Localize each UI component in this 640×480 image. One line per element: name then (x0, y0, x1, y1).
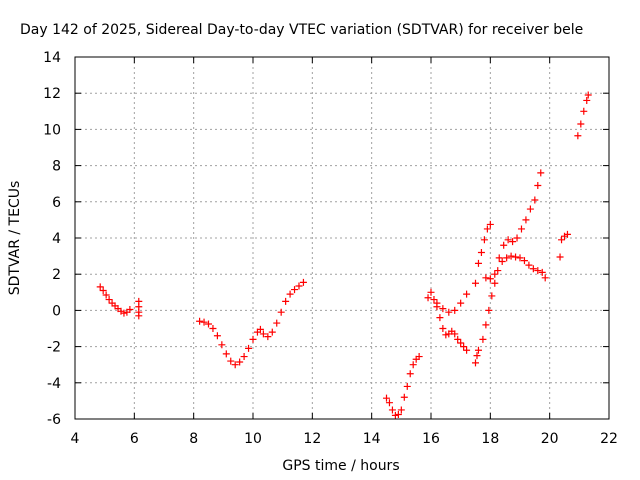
data-point (500, 242, 507, 249)
grid-layer (75, 57, 609, 419)
data-point (485, 307, 492, 314)
x-tick-label: 16 (422, 431, 440, 447)
data-point (273, 320, 280, 327)
y-tick-label: 2 (52, 267, 61, 283)
data-point (537, 169, 544, 176)
data-point (527, 206, 534, 213)
x-tick-label: 14 (363, 431, 381, 447)
y-tick-label: 0 (52, 303, 61, 319)
data-point (241, 353, 248, 360)
data-point (503, 254, 510, 261)
data-point (135, 312, 142, 319)
data-point (577, 120, 584, 127)
x-tick-label: 4 (71, 431, 80, 447)
data-point (475, 347, 482, 354)
data-point (531, 196, 538, 203)
x-axis-title: GPS time / hours (282, 458, 399, 474)
chart-root: Day 142 of 2025, Sidereal Day-to-day VTE… (0, 0, 640, 480)
data-point (209, 325, 216, 332)
data-point (214, 332, 221, 339)
data-point (250, 336, 257, 343)
data-point (475, 260, 482, 267)
data-point (525, 262, 532, 269)
data-point (512, 254, 519, 261)
y-tick-label: 14 (43, 50, 61, 66)
data-point (201, 319, 208, 326)
x-tick-label: 12 (303, 431, 321, 447)
sdtvar-chart: Day 142 of 2025, Sidereal Day-to-day VTE… (0, 0, 640, 480)
data-point (580, 108, 587, 115)
chart-title: Day 142 of 2025, Sidereal Day-to-day VTE… (20, 22, 583, 38)
data-point (401, 394, 408, 401)
data-point (463, 291, 470, 298)
data-point (223, 350, 230, 357)
data-points-layer (97, 92, 592, 419)
y-tick-label: 8 (52, 159, 61, 175)
data-point (479, 336, 486, 343)
data-point (451, 307, 458, 314)
y-tick-label: 10 (43, 122, 61, 138)
data-point (488, 292, 495, 299)
data-point (472, 359, 479, 366)
data-point (534, 267, 541, 274)
data-point (491, 280, 498, 287)
data-point (505, 236, 512, 243)
data-point (227, 358, 234, 365)
data-point (269, 329, 276, 336)
x-tick-label: 22 (600, 431, 618, 447)
data-point (518, 225, 525, 232)
data-point (487, 275, 494, 282)
data-point (557, 254, 564, 261)
data-point (439, 325, 446, 332)
x-tick-label: 10 (244, 431, 262, 447)
data-point (404, 383, 411, 390)
data-point (291, 286, 298, 293)
data-point (478, 249, 485, 256)
data-point (481, 236, 488, 243)
data-point (574, 132, 581, 139)
y-tick-label: -6 (47, 412, 61, 428)
data-point (522, 216, 529, 223)
y-axis-title: SDTVAR / TECUs (7, 181, 23, 296)
data-point (300, 279, 307, 286)
data-point (482, 274, 489, 281)
data-point (583, 97, 590, 104)
data-point (508, 253, 515, 260)
data-point (287, 291, 294, 298)
y-tick-label: -2 (47, 340, 61, 356)
data-point (196, 318, 203, 325)
data-point (482, 321, 489, 328)
data-point (439, 305, 446, 312)
y-tick-label: -4 (47, 376, 61, 392)
x-tick-label: 20 (541, 431, 559, 447)
data-point (457, 300, 464, 307)
data-point (436, 314, 443, 321)
y-tick-label: 6 (52, 195, 61, 211)
data-point (445, 309, 452, 316)
data-point (218, 341, 225, 348)
data-point (295, 282, 302, 289)
y-tick-label: 12 (43, 86, 61, 102)
x-tick-label: 18 (481, 431, 499, 447)
x-tick-label: 8 (189, 431, 198, 447)
data-point (530, 265, 537, 272)
data-point (245, 345, 252, 352)
y-tick-label: 4 (52, 231, 61, 247)
data-point (585, 92, 592, 99)
data-point (407, 370, 414, 377)
data-point (509, 238, 516, 245)
data-point (534, 182, 541, 189)
data-point (472, 280, 479, 287)
data-point (278, 309, 285, 316)
data-point (205, 320, 212, 327)
tick-layer: 4 6 8 10 12 14 16 18 20 22 -6 -4 -2 0 2 4 6 8 10 12 14 (43, 50, 618, 447)
x-tick-label: 6 (130, 431, 139, 447)
data-point (514, 235, 521, 242)
data-point (282, 298, 289, 305)
data-point (473, 352, 480, 359)
